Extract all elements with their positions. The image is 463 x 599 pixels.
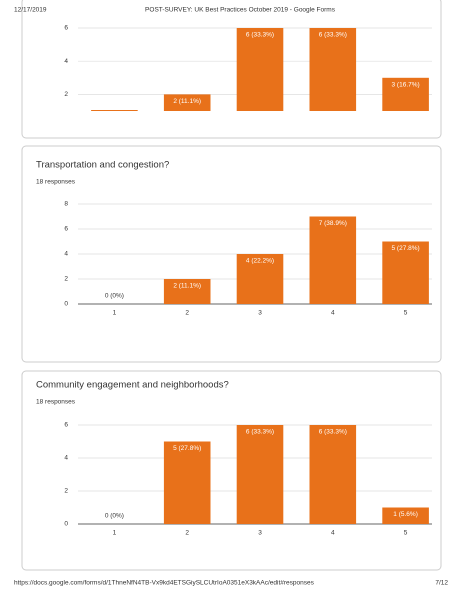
data-label: 5 (27.8%) [392, 245, 420, 252]
data-label: 6 (33.3%) [319, 32, 347, 39]
x-tick-label: 5 [404, 310, 408, 317]
chart-title: Transportation and congestion? [36, 160, 169, 171]
y-tick-label: 2 [64, 488, 68, 495]
card [21, 0, 442, 139]
bar [382, 507, 429, 524]
bar [309, 216, 357, 304]
x-tick-label: 1 [113, 530, 117, 537]
x-tick-label: 4 [331, 310, 335, 317]
data-label: 4 (22.2%) [246, 258, 274, 265]
data-label: 2 (11.1%) [173, 98, 201, 105]
data-label: 2 (11.1%) [173, 283, 201, 290]
print-title: POST-SURVEY: UK Best Practices October 2… [145, 7, 336, 14]
x-tick-label: 3 [258, 310, 262, 317]
data-label: 5 (27.8%) [173, 445, 201, 452]
bar [236, 425, 284, 524]
bar [309, 425, 357, 524]
data-label: 6 (33.3%) [246, 32, 274, 39]
bar [309, 28, 357, 111]
y-tick-label: 0 [64, 301, 68, 308]
data-label: 7 (38.9%) [319, 220, 347, 227]
data-label: 6 (33.3%) [319, 429, 347, 436]
data-label: 0 (0%) [105, 513, 124, 520]
bar [91, 110, 138, 111]
bar [382, 77, 429, 111]
bar [236, 254, 284, 304]
data-label: 0 (0%) [105, 293, 124, 300]
card [21, 370, 442, 571]
data-label: 3 (16.7%) [392, 82, 420, 89]
x-tick-label: 1 [113, 310, 117, 317]
bar [163, 279, 211, 304]
y-tick-label: 4 [64, 251, 68, 258]
bar [163, 441, 211, 524]
print-url: https://docs.google.com/forms/d/1ThneNfN… [14, 580, 315, 587]
y-tick-label: 6 [64, 226, 68, 233]
data-label: 6 (33.3%) [246, 429, 274, 436]
y-tick-label: 6 [64, 422, 68, 429]
y-tick-label: 2 [64, 276, 68, 283]
data-label: 1 (5.6%) [393, 511, 418, 518]
chart-subtitle: 18 responses [36, 179, 76, 186]
y-tick-label: 4 [64, 455, 68, 462]
x-tick-label: 2 [185, 310, 189, 317]
x-tick-label: 3 [258, 530, 262, 537]
y-tick-label: 4 [64, 58, 68, 65]
y-tick-label: 6 [64, 25, 68, 32]
y-tick-label: 0 [64, 521, 68, 528]
bar [382, 241, 429, 304]
chart-title: Community engagement and neighborhoods? [36, 380, 229, 391]
bar [236, 28, 284, 111]
bar [163, 94, 211, 111]
x-tick-label: 2 [185, 530, 189, 537]
x-tick-label: 5 [404, 530, 408, 537]
chart-subtitle: 18 responses [36, 399, 76, 406]
y-tick-label: 8 [64, 201, 68, 208]
print-date: 12/17/2019 [14, 7, 47, 14]
x-tick-label: 4 [331, 530, 335, 537]
y-tick-label: 2 [64, 91, 68, 98]
page-number: 7/12 [435, 580, 448, 587]
